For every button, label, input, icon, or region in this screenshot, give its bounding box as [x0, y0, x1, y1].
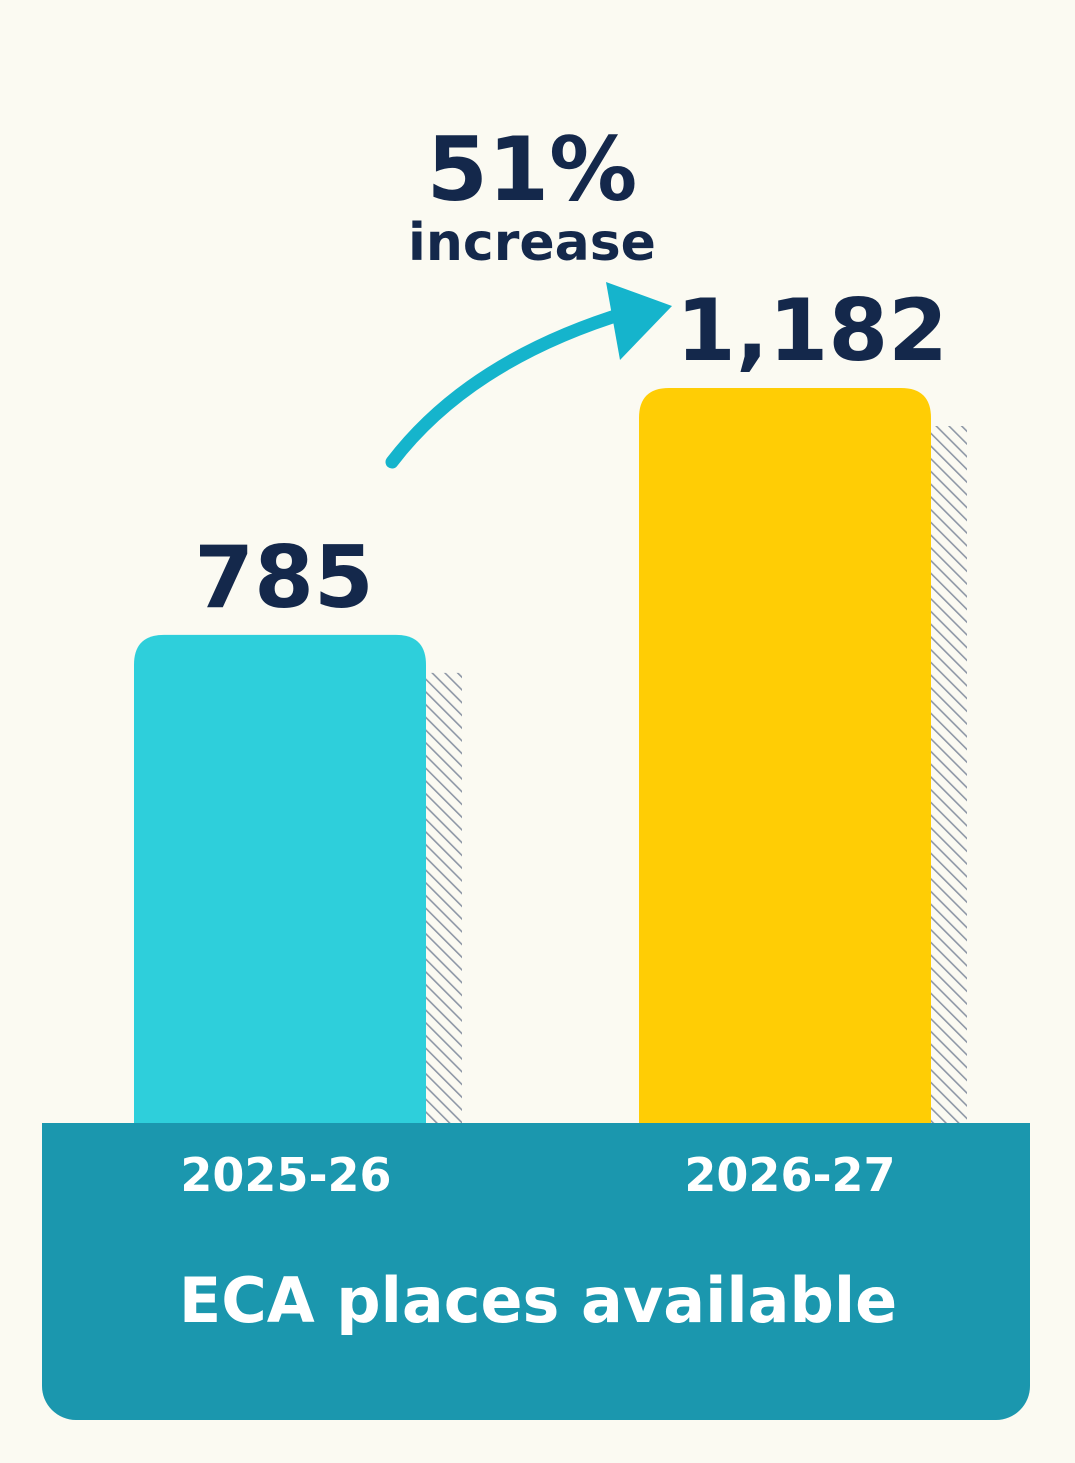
- category-label-2026-27: 2026-27: [684, 1148, 895, 1202]
- value-label-2025-26: 785: [194, 528, 374, 628]
- x-axis-title: ECA places available: [179, 1264, 897, 1337]
- bar-shadow-2025-26: [426, 672, 462, 1123]
- increase-percent: 51%: [427, 118, 638, 221]
- category-label-2025-26: 2025-26: [180, 1148, 391, 1202]
- increase-arrow-shaft: [385, 305, 635, 469]
- bar-shadow-2026-27: [931, 426, 967, 1123]
- value-label-2026-27: 1,182: [676, 281, 948, 381]
- bars-layer: 785 1,182: [134, 281, 967, 1123]
- increase-arrow-head: [606, 282, 672, 360]
- base-band: [42, 1123, 1030, 1420]
- bar-2026-27: [639, 388, 931, 1123]
- bar-2025-26: [134, 634, 426, 1123]
- base-band-top: [42, 1123, 1030, 1163]
- increase-label: increase: [408, 213, 656, 273]
- category-labels: 2025-26 2026-27: [180, 1148, 895, 1202]
